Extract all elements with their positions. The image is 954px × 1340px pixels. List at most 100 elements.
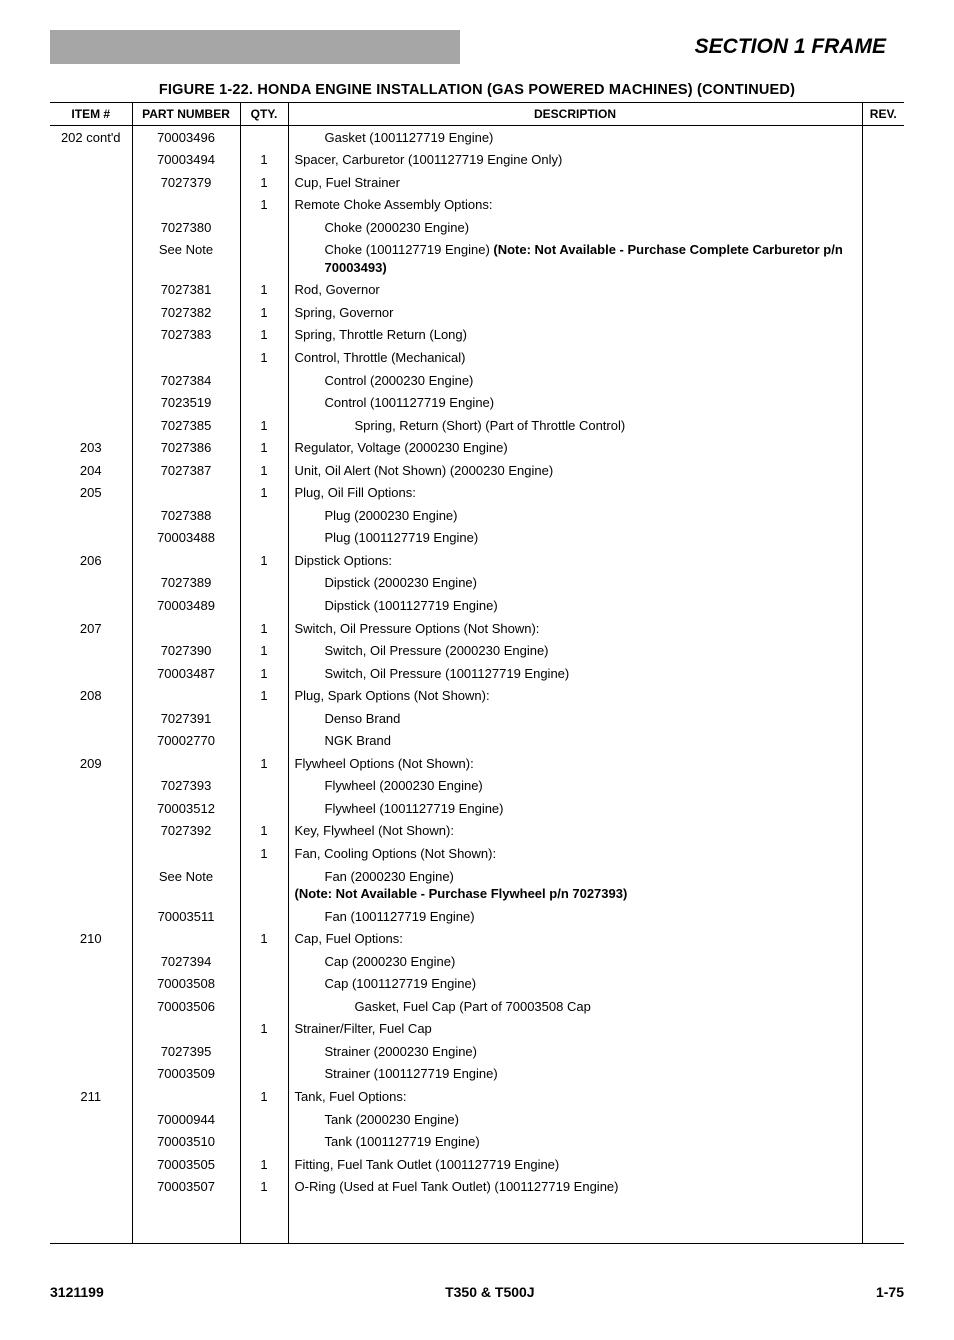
cell-item: 202 cont'd bbox=[50, 126, 132, 149]
table-header-row: ITEM # PART NUMBER QTY. DESCRIPTION REV. bbox=[50, 103, 904, 126]
table-row: 20470273871Unit, Oil Alert (Not Shown) (… bbox=[50, 459, 904, 482]
cell-item bbox=[50, 346, 132, 369]
cell-item bbox=[50, 301, 132, 324]
cell-part bbox=[132, 346, 240, 369]
table-row: 7027389Dipstick (2000230 Engine) bbox=[50, 572, 904, 595]
table-row: 70273811Rod, Governor bbox=[50, 279, 904, 302]
cell-part: 70003511 bbox=[132, 905, 240, 928]
table-row-blank bbox=[50, 1198, 904, 1221]
cell-item bbox=[50, 216, 132, 239]
cell-part: See Note bbox=[132, 865, 240, 905]
table-body: 202 cont'd70003496Gasket (1001127719 Eng… bbox=[50, 126, 904, 1244]
cell-part: 70003505 bbox=[132, 1153, 240, 1176]
cell-rev bbox=[862, 549, 904, 572]
table-row: 2101Cap, Fuel Options: bbox=[50, 928, 904, 951]
cell-rev bbox=[862, 905, 904, 928]
cell-qty: 1 bbox=[240, 640, 288, 663]
cell-desc: Dipstick (2000230 Engine) bbox=[288, 572, 862, 595]
cell-qty: 1 bbox=[240, 414, 288, 437]
cell-item bbox=[50, 171, 132, 194]
cell-rev bbox=[862, 171, 904, 194]
table-row: 70003488Plug (1001127719 Engine) bbox=[50, 527, 904, 550]
table-row: 70273901Switch, Oil Pressure (2000230 En… bbox=[50, 640, 904, 663]
cell-rev bbox=[862, 752, 904, 775]
cell-rev bbox=[862, 617, 904, 640]
cell-item bbox=[50, 504, 132, 527]
cell-desc: Control, Throttle (Mechanical) bbox=[288, 346, 862, 369]
table-row: See NoteChoke (1001127719 Engine) (Note:… bbox=[50, 239, 904, 279]
cell-desc: Switch, Oil Pressure (1001127719 Engine) bbox=[288, 662, 862, 685]
cell-qty bbox=[240, 707, 288, 730]
cell-desc: Dipstick (1001127719 Engine) bbox=[288, 594, 862, 617]
cell-part: 7027395 bbox=[132, 1040, 240, 1063]
cell-rev bbox=[862, 1063, 904, 1086]
cell-rev bbox=[862, 504, 904, 527]
table-row: 7027394Cap (2000230 Engine) bbox=[50, 950, 904, 973]
cell-part: 7027383 bbox=[132, 324, 240, 347]
table-row: 700035051Fitting, Fuel Tank Outlet (1001… bbox=[50, 1153, 904, 1176]
cell-item bbox=[50, 995, 132, 1018]
cell-qty: 1 bbox=[240, 843, 288, 866]
cell-qty: 1 bbox=[240, 346, 288, 369]
cell-qty bbox=[240, 1063, 288, 1086]
cell-qty: 1 bbox=[240, 482, 288, 505]
cell-qty bbox=[240, 865, 288, 905]
cell-part bbox=[132, 685, 240, 708]
cell-desc: Strainer (2000230 Engine) bbox=[288, 1040, 862, 1063]
table-row: 7027391Denso Brand bbox=[50, 707, 904, 730]
cell-rev bbox=[862, 950, 904, 973]
table-row: 70273821Spring, Governor bbox=[50, 301, 904, 324]
header-bar: SECTION 1 FRAME bbox=[50, 30, 904, 64]
cell-item bbox=[50, 414, 132, 437]
cell-part: 70003488 bbox=[132, 527, 240, 550]
cell-desc: Spacer, Carburetor (1001127719 Engine On… bbox=[288, 149, 862, 172]
col-item: ITEM # bbox=[50, 103, 132, 126]
cell-item: 209 bbox=[50, 752, 132, 775]
cell-rev bbox=[862, 482, 904, 505]
cell-item bbox=[50, 950, 132, 973]
table-row: 70003511Fan (1001127719 Engine) bbox=[50, 905, 904, 928]
cell-rev bbox=[862, 843, 904, 866]
cell-item: 210 bbox=[50, 928, 132, 951]
cell-part: 70003487 bbox=[132, 662, 240, 685]
cell-item: 203 bbox=[50, 437, 132, 460]
cell-part bbox=[132, 752, 240, 775]
cell-item bbox=[50, 797, 132, 820]
cell-part: 70003510 bbox=[132, 1131, 240, 1154]
cell-part: See Note bbox=[132, 239, 240, 279]
table-row: 700035071O-Ring (Used at Fuel Tank Outle… bbox=[50, 1176, 904, 1199]
cell-item: 206 bbox=[50, 549, 132, 572]
cell-rev bbox=[862, 279, 904, 302]
cell-item: 204 bbox=[50, 459, 132, 482]
cell-rev bbox=[862, 1153, 904, 1176]
cell-item bbox=[50, 820, 132, 843]
cell-desc: Switch, Oil Pressure (2000230 Engine) bbox=[288, 640, 862, 663]
cell-qty: 1 bbox=[240, 1153, 288, 1176]
cell-rev bbox=[862, 1040, 904, 1063]
cell-desc: Tank (1001127719 Engine) bbox=[288, 1131, 862, 1154]
col-rev: REV. bbox=[862, 103, 904, 126]
cell-qty: 1 bbox=[240, 820, 288, 843]
table-row: See NoteFan (2000230 Engine)(Note: Not A… bbox=[50, 865, 904, 905]
cell-rev bbox=[862, 1018, 904, 1041]
table-row: 70003510 Tank (1001127719 Engine) bbox=[50, 1131, 904, 1154]
table-row: 70003489Dipstick (1001127719 Engine) bbox=[50, 594, 904, 617]
table-row: 70003509Strainer (1001127719 Engine) bbox=[50, 1063, 904, 1086]
table-row: 7027388Plug (2000230 Engine) bbox=[50, 504, 904, 527]
cell-part bbox=[132, 1086, 240, 1109]
cell-part: 7027385 bbox=[132, 414, 240, 437]
cell-rev bbox=[862, 973, 904, 996]
cell-desc: Switch, Oil Pressure Options (Not Shown)… bbox=[288, 617, 862, 640]
cell-rev bbox=[862, 640, 904, 663]
cell-item bbox=[50, 775, 132, 798]
cell-part: 70003496 bbox=[132, 126, 240, 149]
cell-item bbox=[50, 973, 132, 996]
cell-part: 7027384 bbox=[132, 369, 240, 392]
cell-qty bbox=[240, 126, 288, 149]
cell-desc: Regulator, Voltage (2000230 Engine) bbox=[288, 437, 862, 460]
cell-qty: 1 bbox=[240, 437, 288, 460]
cell-rev bbox=[862, 928, 904, 951]
footer-right: 1-75 bbox=[876, 1284, 904, 1300]
cell-desc: Choke (2000230 Engine) bbox=[288, 216, 862, 239]
table-row: 1Fan, Cooling Options (Not Shown): bbox=[50, 843, 904, 866]
